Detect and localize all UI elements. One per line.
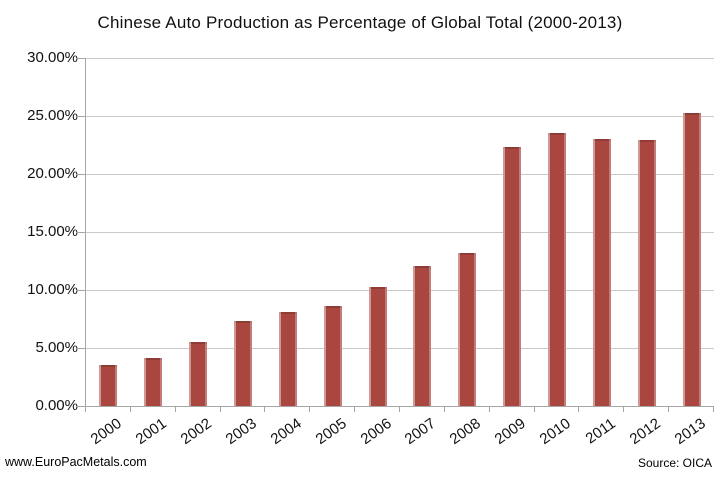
bar-2005 xyxy=(323,306,342,406)
bar-slot xyxy=(176,58,221,406)
bar-2004 xyxy=(278,312,297,406)
gridline xyxy=(86,232,714,233)
gridline xyxy=(86,58,714,59)
bar-2013 xyxy=(682,112,701,406)
bar-slot xyxy=(535,58,580,406)
bar-series xyxy=(86,58,714,406)
bar-2008 xyxy=(458,252,477,406)
source-credit: Source: OICA xyxy=(637,456,712,470)
y-axis-tick-label: 5.00% xyxy=(35,339,78,356)
bar-slot xyxy=(579,58,624,406)
y-axis-tick-label: 10.00% xyxy=(27,281,78,298)
bar-2000 xyxy=(99,365,118,406)
bar-slot xyxy=(624,58,669,406)
bar-2003 xyxy=(234,321,252,406)
bar-slot xyxy=(669,58,714,406)
y-axis-tick-label: 25.00% xyxy=(27,107,78,124)
bar-slot xyxy=(310,58,355,406)
x-axis-tick xyxy=(129,407,131,412)
bar-slot xyxy=(221,58,266,406)
gridline xyxy=(86,174,714,175)
bar-2011 xyxy=(592,139,611,406)
plot-area xyxy=(85,58,714,407)
y-axis-tick xyxy=(76,290,85,291)
y-axis-tick xyxy=(76,232,85,233)
y-axis-tick-label: 30.00% xyxy=(27,49,78,66)
x-axis-labels: 2000 2001 2002 2003 2004 2005 2006 2007 2008 2009… xyxy=(85,411,713,463)
x-axis-tick xyxy=(399,407,400,412)
bar-slot xyxy=(490,58,535,406)
gridline xyxy=(86,290,714,291)
bar-slot xyxy=(445,58,490,406)
bar-2002 xyxy=(189,342,208,406)
bar-slot xyxy=(265,58,310,406)
bar-2007 xyxy=(413,265,432,406)
x-axis-tick xyxy=(668,407,670,412)
bar-slot xyxy=(355,58,400,406)
gridline xyxy=(86,348,714,349)
bar-slot xyxy=(131,58,176,406)
y-axis-tick-label: 15.00% xyxy=(27,223,78,240)
x-axis-tick xyxy=(533,407,535,412)
y-axis-tick xyxy=(76,406,85,407)
x-axis-tick xyxy=(219,407,221,412)
y-axis-tick-label: 0.00% xyxy=(35,397,78,414)
x-axis-tick xyxy=(623,407,625,412)
x-axis-tick xyxy=(174,407,176,412)
x-axis-tick xyxy=(85,407,86,412)
x-axis-tick xyxy=(264,407,266,412)
y-axis-tick xyxy=(76,348,85,349)
y-axis-tick xyxy=(76,58,85,59)
bar-slot xyxy=(400,58,445,406)
x-axis-tick xyxy=(578,407,580,412)
bar-2009 xyxy=(503,147,522,406)
watermark-url: www.EuroPacMetals.com xyxy=(5,455,147,469)
y-axis-tick xyxy=(76,116,85,117)
chart-title: Chinese Auto Production as Percentage of… xyxy=(97,13,623,32)
x-axis-tick xyxy=(443,407,445,412)
x-axis-tick xyxy=(488,407,490,412)
gridline xyxy=(86,116,714,117)
bar-2006 xyxy=(368,286,387,406)
bar-2010 xyxy=(548,133,567,406)
x-axis-tick xyxy=(713,407,714,412)
y-axis-tick-label: 20.00% xyxy=(27,165,78,182)
x-axis-tick xyxy=(354,407,356,412)
y-axis-labels: 30.00% 25.00% 20.00% 15.00% 10.00% 5.00% 0.00% xyxy=(0,49,78,414)
bar-slot xyxy=(86,58,131,406)
y-axis-tick xyxy=(76,174,85,175)
bar-2001 xyxy=(144,358,163,406)
bar-2012 xyxy=(637,140,656,406)
x-axis-tick xyxy=(309,407,311,412)
